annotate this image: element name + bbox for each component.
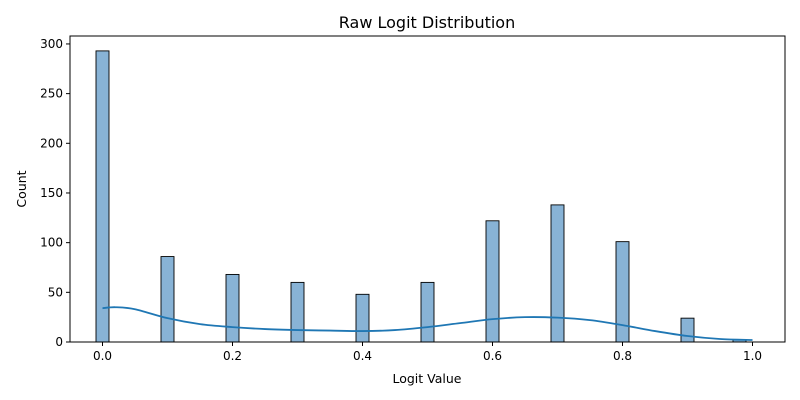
histogram-bar (615, 241, 630, 343)
y-tick-label: 200 (40, 136, 63, 150)
histogram-bar (420, 281, 435, 343)
x-tick-label: 0.6 (483, 349, 502, 363)
y-axis-label: Count (14, 170, 29, 207)
histogram-bar (95, 50, 110, 343)
x-axis-ticks: 0.0 0.2 0.4 0.6 0.8 1.0 (93, 342, 762, 363)
y-axis-ticks: 0 50 100 150 200 250 300 (40, 37, 70, 349)
y-tick-label: 300 (40, 37, 63, 51)
y-tick-label: 250 (40, 87, 63, 101)
y-tick-label: 50 (48, 285, 63, 299)
kde-curve (102, 306, 753, 341)
y-tick-label: 150 (40, 186, 63, 200)
histogram-bar (680, 317, 695, 343)
x-tick-label: 1.0 (743, 349, 762, 363)
histogram-bar (290, 281, 305, 343)
x-tick-label: 0.4 (353, 349, 372, 363)
x-tick-label: 0.8 (613, 349, 632, 363)
plot-area-frame (69, 35, 786, 343)
x-tick-label: 0.2 (223, 349, 242, 363)
x-axis-label: Logit Value (392, 371, 461, 386)
y-tick-label: 0 (55, 335, 63, 349)
x-tick-label: 0.0 (93, 349, 112, 363)
bars-layer (95, 50, 747, 343)
histogram-bar (550, 204, 565, 343)
y-tick-label: 100 (40, 236, 63, 250)
histogram-bar (160, 256, 175, 343)
histogram-bar (485, 220, 500, 343)
histogram-bar (355, 293, 370, 343)
histogram-bar (225, 273, 240, 343)
chart-title: Raw Logit Distribution (339, 13, 515, 32)
